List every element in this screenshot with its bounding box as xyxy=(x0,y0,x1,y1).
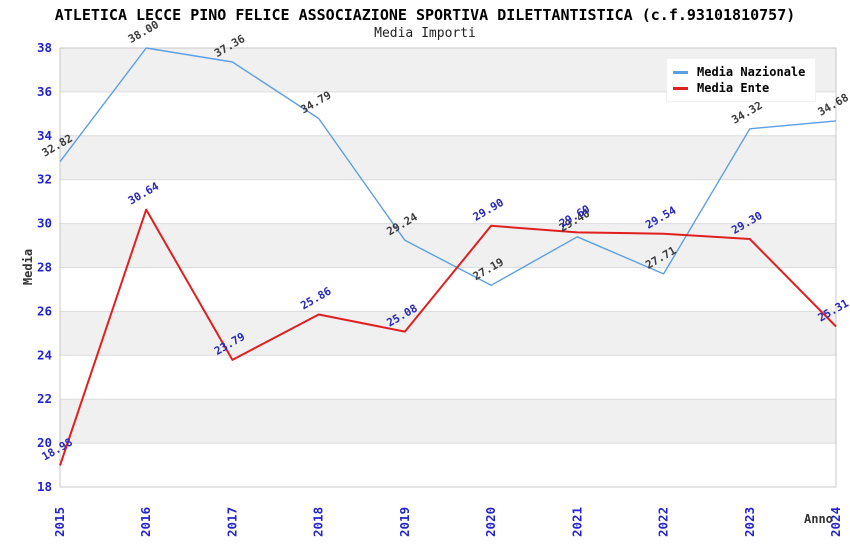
x-tick-label: 2024 xyxy=(828,507,843,537)
x-tick-label: 2015 xyxy=(52,507,67,537)
x-tick-label: 2020 xyxy=(483,507,498,537)
plot-band xyxy=(60,267,836,312)
y-tick-label: 18 xyxy=(37,479,52,494)
chart-subtitle: Media Importi xyxy=(374,26,476,41)
plot-band xyxy=(60,399,836,444)
x-tick-label: 2017 xyxy=(224,507,239,537)
y-tick-label: 20 xyxy=(37,435,52,450)
legend-item-media-ente: Media Ente xyxy=(673,80,809,96)
y-tick-label: 34 xyxy=(37,128,52,143)
y-tick-label: 32 xyxy=(37,172,52,187)
x-tick-label: 2018 xyxy=(311,507,326,537)
plot-band xyxy=(60,443,836,487)
legend-label: Media Ente xyxy=(697,81,770,95)
x-tick-label: 2016 xyxy=(138,507,153,537)
y-axis-ticks: 18 20 22 24 26 28 30 32 34 36 38 xyxy=(37,40,52,494)
y-tick-label: 30 xyxy=(37,216,52,231)
x-tick-label: 2023 xyxy=(742,507,757,537)
plot-band xyxy=(60,311,836,356)
plot-border xyxy=(59,47,837,488)
plot-bands xyxy=(60,48,836,487)
y-axis-title: Media xyxy=(21,248,35,286)
plot-band xyxy=(60,355,836,400)
plot-band xyxy=(60,223,836,268)
y-tick-label: 28 xyxy=(37,260,52,275)
legend-swatch-media-nazionale xyxy=(673,70,688,74)
plot-band xyxy=(60,179,836,224)
y-tick-label: 36 xyxy=(37,84,52,99)
x-tick-label: 2021 xyxy=(569,507,584,537)
x-axis-ticks: 2015 2016 2017 2018 2019 2020 2021 2022 2023 2024 xyxy=(52,507,843,537)
plot-band xyxy=(60,135,836,180)
series-line-media-nazionale xyxy=(59,47,837,286)
chart-title: ATLETICA LECCE PINO FELICE ASSOCIAZIONE … xyxy=(54,6,796,24)
legend-swatch-media-ente xyxy=(673,86,688,90)
legend-item-media-nazionale: Media Nazionale xyxy=(673,64,809,80)
x-axis-title: Anno xyxy=(804,512,833,526)
y-tick-label: 24 xyxy=(37,347,52,362)
x-tick-label: 2022 xyxy=(656,507,671,537)
y-tick-label: 38 xyxy=(37,40,52,55)
y-tick-label: 22 xyxy=(37,391,52,406)
y-tick-label: 26 xyxy=(37,303,52,318)
series-line-media-ente xyxy=(59,208,837,466)
legend: Media Nazionale Media Ente xyxy=(666,58,816,102)
x-tick-label: 2019 xyxy=(397,507,412,537)
legend-label: Media Nazionale xyxy=(697,65,806,79)
